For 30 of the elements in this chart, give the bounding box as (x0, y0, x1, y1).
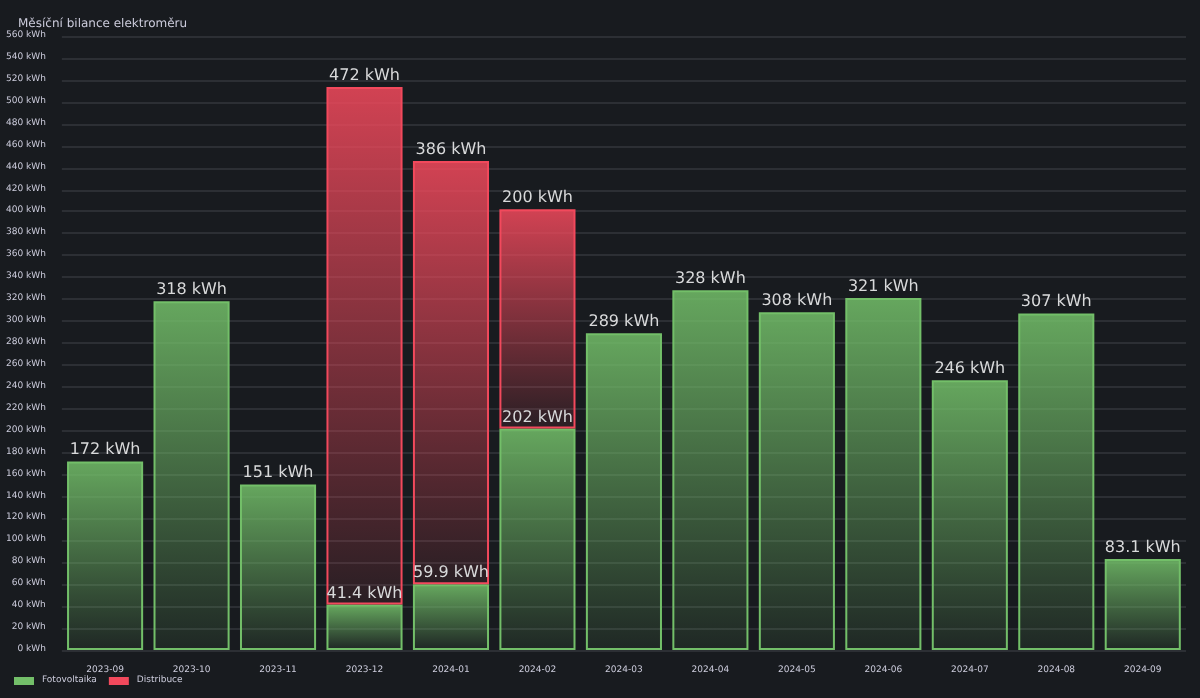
bar (412, 584, 490, 650)
bar (931, 380, 1008, 650)
data-label: 289 kWh (588, 312, 660, 331)
bar (585, 333, 662, 650)
data-label: 386 kWh (415, 140, 487, 159)
data-label: 151 kWh (242, 463, 314, 482)
data-label: 308 kWh (761, 291, 833, 310)
bar (845, 298, 922, 650)
bar (758, 312, 835, 650)
bar (67, 461, 144, 650)
data-label: 200 kWh (502, 188, 573, 207)
data-label: 328 kWh (674, 269, 746, 288)
bar (239, 484, 317, 650)
data-label: 307 kWh (1020, 292, 1092, 311)
bar (672, 290, 749, 650)
bar (1104, 558, 1181, 650)
bar (326, 87, 403, 605)
bar (326, 604, 403, 650)
bar (1018, 313, 1095, 650)
data-label: 472 kWh (329, 66, 400, 85)
bar (499, 428, 576, 650)
data-label: 318 kWh (156, 280, 227, 299)
data-label: 172 kWh (69, 440, 141, 459)
bar (499, 209, 576, 429)
data-label: 83.1 kWh (1104, 537, 1181, 556)
data-label: 321 kWh (847, 277, 919, 296)
data-label: 202 kWh (502, 407, 573, 426)
bar (153, 301, 230, 650)
data-label: 246 kWh (934, 359, 1006, 378)
bar (412, 161, 490, 585)
